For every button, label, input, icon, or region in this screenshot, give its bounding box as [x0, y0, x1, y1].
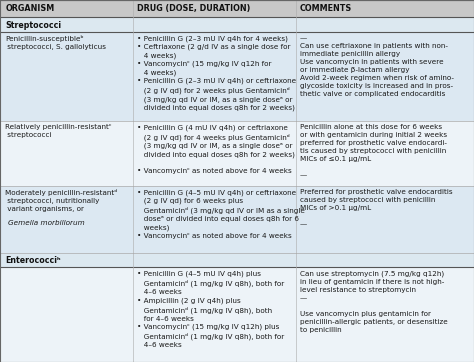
Bar	[0, 253, 474, 267]
Bar	[0, 17, 474, 32]
Text: • Penicillin G (4 mU IV q4h) or ceftriaxone
   (2 g IV qd) for 4 weeks plus Gent: • Penicillin G (4 mU IV q4h) or ceftriax…	[137, 124, 294, 173]
Text: ORGANISM: ORGANISM	[5, 4, 55, 13]
Text: • Penicillin G (2–3 mU IV q4h for 4 weeks)
• Ceftriaxone (2 g/d IV as a single d: • Penicillin G (2–3 mU IV q4h for 4 week…	[137, 35, 296, 111]
Text: DRUG (DOSE, DURATION): DRUG (DOSE, DURATION)	[137, 4, 250, 13]
Text: Moderately penicillin-resistantᵈ
 streptococci, nutritionally
 variant organisms: Moderately penicillin-resistantᵈ strepto…	[5, 189, 118, 212]
Text: —
Can use ceftriaxone in patients with non-
immediate penicillin allergy
Use van: — Can use ceftriaxone in patients with n…	[300, 35, 454, 97]
Bar	[0, 267, 474, 362]
Text: Can use streptomycin (7.5 mg/kg q12h)
in lieu of gentamicin if there is not high: Can use streptomycin (7.5 mg/kg q12h) in…	[300, 271, 448, 333]
Text: Streptococci: Streptococci	[5, 21, 61, 30]
Bar	[0, 32, 474, 121]
Text: • Penicillin G (4–5 mU IV q4h) plus
   Gentamicinᵈ (1 mg/kg IV q8h), both for
  : • Penicillin G (4–5 mU IV q4h) plus Gent…	[137, 271, 284, 348]
Text: Relatively penicillin-resistantᶜ
 streptococci: Relatively penicillin-resistantᶜ strepto…	[5, 124, 112, 138]
Bar	[0, 121, 474, 186]
Text: Preferred for prosthetic valve endocarditis
caused by streptococci with penicill: Preferred for prosthetic valve endocardi…	[300, 189, 453, 227]
Text: Penicillin-susceptibleᵇ
 streptococci, S. gallolyticus: Penicillin-susceptibleᵇ streptococci, S.…	[5, 35, 106, 50]
Text: Enterococciʰ: Enterococciʰ	[5, 256, 61, 265]
Text: COMMENTS: COMMENTS	[300, 4, 352, 13]
Text: • Penicillin G (4–5 mU IV q4h) or ceftriaxone
   (2 g IV qd) for 6 weeks plus
  : • Penicillin G (4–5 mU IV q4h) or ceftri…	[137, 189, 304, 239]
Bar	[0, 0, 474, 17]
Bar	[0, 186, 474, 253]
Text: Gemella morbillorum: Gemella morbillorum	[8, 220, 84, 226]
Text: Penicillin alone at this dose for 6 weeks
or with gentamicin during initial 2 we: Penicillin alone at this dose for 6 week…	[300, 124, 447, 178]
